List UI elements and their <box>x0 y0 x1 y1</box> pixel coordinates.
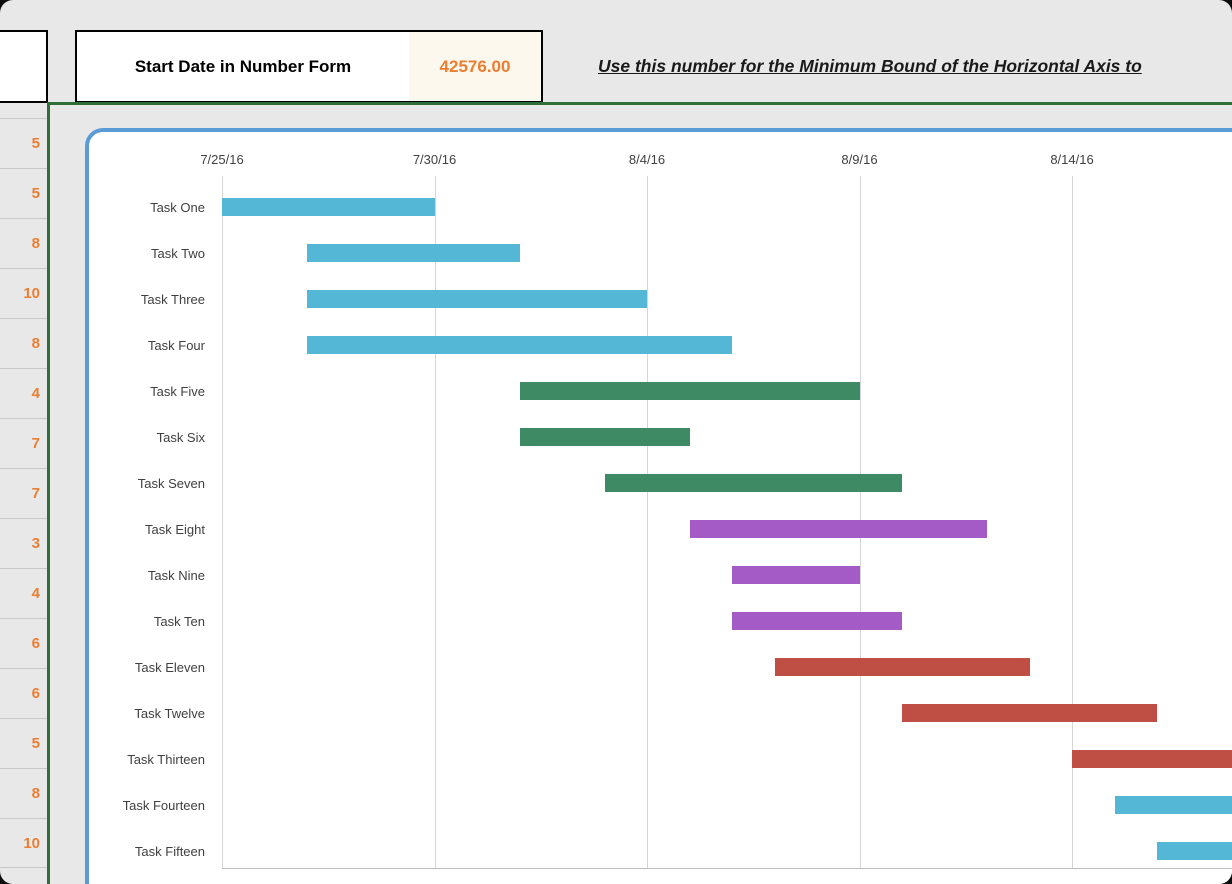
task-label: Task Four <box>147 337 205 353</box>
duration-cell[interactable]: 6 <box>0 618 47 668</box>
task-label: Task Nine <box>147 567 205 583</box>
duration-cell[interactable]: 4 <box>0 368 47 418</box>
gantt-bar[interactable] <box>902 704 1157 722</box>
task-row: Task Eleven <box>89 644 1232 690</box>
duration-cell[interactable]: 6 <box>0 668 47 718</box>
gantt-bar[interactable] <box>732 566 860 584</box>
task-row: Task Nine <box>89 552 1232 598</box>
gantt-bar[interactable] <box>222 198 435 216</box>
x-tick-label: 8/14/16 <box>1050 152 1094 167</box>
gantt-bar[interactable] <box>1157 842 1232 860</box>
corner-cell[interactable] <box>0 30 48 103</box>
duration-cell[interactable]: 8 <box>0 218 47 268</box>
task-label: Task Three <box>140 291 205 307</box>
gridline <box>434 176 436 868</box>
gantt-bar[interactable] <box>689 520 987 538</box>
gantt-bar[interactable] <box>307 336 732 354</box>
task-label: Task Eleven <box>134 659 205 675</box>
duration-cell[interactable]: 4 <box>0 568 47 618</box>
duration-cell[interactable]: 10 <box>0 818 47 868</box>
x-tick-label: 7/30/16 <box>412 152 457 167</box>
task-row: Task Fifteen <box>89 828 1232 874</box>
task-row: Task Two <box>89 230 1232 276</box>
duration-cell[interactable]: 5 <box>0 168 47 218</box>
gridline <box>1072 176 1073 868</box>
x-axis-line <box>222 868 1232 869</box>
task-label: Task Eight <box>145 521 205 537</box>
task-row: Task Seven <box>89 460 1232 506</box>
task-label: Task One <box>150 199 205 215</box>
task-row: Task Fourteen <box>89 782 1232 828</box>
duration-cell[interactable]: 8 <box>0 768 47 818</box>
duration-cell[interactable]: 10 <box>0 268 47 318</box>
x-tick-label: 8/9/16 <box>841 152 878 167</box>
gridline <box>647 176 648 868</box>
axis-instruction-note-cell[interactable]: Use this number for the Minimum Bound of… <box>598 30 1142 103</box>
x-tick-label: 8/4/16 <box>628 152 666 167</box>
task-row: Task Thirteen <box>89 736 1232 782</box>
x-tick-label: 7/25/16 <box>200 152 244 167</box>
gantt-bar[interactable] <box>519 428 690 446</box>
task-label: Task Ten <box>153 613 205 629</box>
task-row: Task Three <box>89 276 1232 322</box>
gantt-bar[interactable] <box>604 474 902 492</box>
gantt-chart[interactable]: 7/25/16 7/30/16 8/4/16 8/9/16 8/14/16 Task On… <box>85 128 1232 884</box>
task-row: Task Six <box>89 414 1232 460</box>
task-label: Task Thirteen <box>127 751 205 767</box>
task-row: Task Twelve <box>89 690 1232 736</box>
axis-instruction-note: Use this number for the Minimum Bound of… <box>598 56 1142 76</box>
task-row: Task One <box>89 184 1232 230</box>
task-label: Task Twelve <box>134 705 205 721</box>
duration-cell[interactable]: 5 <box>0 718 47 768</box>
start-date-value-cell[interactable]: 42576.00 <box>409 30 543 103</box>
gantt-bar[interactable] <box>1072 750 1232 768</box>
gantt-bar[interactable] <box>774 658 1030 676</box>
start-date-label: Start Date in Number Form <box>134 56 352 76</box>
task-row: Task Ten <box>89 598 1232 644</box>
sheet-boundary-vertical <box>47 102 50 884</box>
duration-cell[interactable]: 7 <box>0 418 47 468</box>
start-date-label-cell[interactable]: Start Date in Number Form <box>75 30 411 103</box>
duration-cell[interactable]: 5 <box>0 118 47 168</box>
task-label: Task Six <box>156 429 205 445</box>
duration-cell[interactable]: 8 <box>0 318 47 368</box>
gantt-bar[interactable] <box>1114 796 1232 814</box>
task-label: Task Five <box>150 383 205 399</box>
task-label: Task Fourteen <box>122 797 205 813</box>
task-label: Task Seven <box>137 475 205 491</box>
sheet-boundary-horizontal <box>47 102 1232 105</box>
task-label: Task Fifteen <box>134 843 205 859</box>
gridline <box>222 176 223 868</box>
start-date-value: 42576.00 <box>439 56 511 76</box>
duration-cell[interactable]: 3 <box>0 518 47 568</box>
duration-column: 5 5 8 10 8 4 7 7 3 4 6 6 5 8 10 <box>0 118 47 868</box>
duration-cell[interactable]: 7 <box>0 468 47 518</box>
task-row: Task Five <box>89 368 1232 414</box>
gantt-bar[interactable] <box>307 290 647 308</box>
task-row: Task Four <box>89 322 1232 368</box>
task-row: Task Eight <box>89 506 1232 552</box>
gantt-bar[interactable] <box>519 382 860 400</box>
gantt-bar[interactable] <box>732 612 902 630</box>
task-label: Task Two <box>151 245 205 261</box>
gantt-bar[interactable] <box>307 244 520 262</box>
